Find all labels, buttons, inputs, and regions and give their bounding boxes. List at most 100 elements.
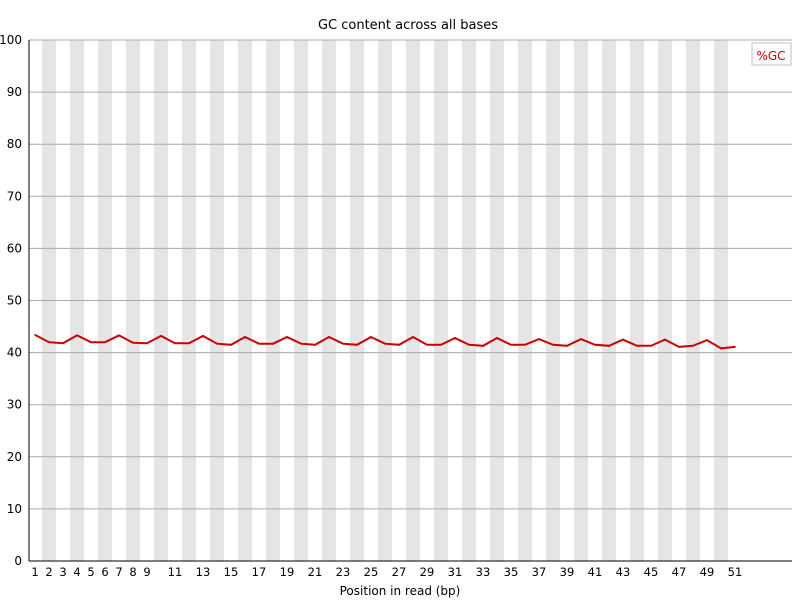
data-point: [328, 336, 330, 338]
data-point: [286, 336, 288, 338]
data-point: [216, 342, 218, 345]
x-tick-label: 13: [196, 565, 211, 579]
data-point: [412, 336, 414, 338]
y-tick-labels: 0 10 20 30 40 50 60 70 80 90 100: [0, 33, 22, 568]
y-tick-label: 70: [7, 189, 22, 203]
data-point: [580, 338, 582, 340]
data-point: [664, 338, 666, 341]
data-point: [76, 334, 78, 337]
x-tick-label: 27: [392, 565, 407, 579]
data-point: [622, 338, 624, 341]
x-tick-label: 17: [252, 565, 267, 579]
data-point: [188, 342, 190, 345]
data-point: [384, 342, 386, 345]
data-point: [342, 342, 344, 345]
x-tick-label: 39: [560, 565, 575, 579]
data-point: [482, 345, 484, 347]
data-point: [608, 345, 610, 347]
data-point: [160, 335, 162, 337]
x-tick-label: 49: [700, 565, 715, 579]
y-tick-label: 20: [7, 450, 22, 464]
series-layer: [34, 334, 736, 350]
data-point: [90, 341, 92, 344]
data-point: [692, 345, 694, 347]
x-tick-label: 1: [31, 565, 38, 579]
data-point: [202, 335, 204, 337]
x-tick-label: 5: [87, 565, 94, 579]
y-tick-label: 60: [7, 241, 22, 255]
data-point: [552, 344, 554, 346]
x-tick-label: 45: [644, 565, 659, 579]
data-point: [510, 344, 512, 346]
data-point: [272, 342, 274, 345]
x-tick-label: 21: [308, 565, 323, 579]
legend-box: [751, 42, 792, 66]
x-tick-label: 41: [588, 565, 603, 579]
data-point: [594, 344, 596, 346]
y-tick-label: 10: [7, 502, 22, 516]
horizontal-gridlines: [29, 39, 792, 510]
x-tick-label: 47: [672, 565, 687, 579]
data-point: [720, 347, 722, 350]
data-point: [468, 344, 470, 346]
data-point: [706, 339, 708, 341]
data-point: [48, 341, 50, 344]
data-point: [174, 342, 176, 345]
x-tick-label: 6: [101, 565, 108, 579]
data-point: [678, 346, 680, 348]
data-point: [300, 342, 302, 345]
x-tick-label: 23: [336, 565, 351, 579]
y-tick-label: 30: [7, 398, 22, 412]
x-tick-label: 43: [616, 565, 631, 579]
x-tick-label: 33: [476, 565, 491, 579]
x-tick-label: 35: [504, 565, 519, 579]
data-point: [146, 342, 148, 345]
data-point: [454, 337, 456, 339]
y-tick-label: 90: [7, 85, 22, 99]
x-tick-label: 8: [129, 565, 136, 579]
data-point: [524, 344, 526, 346]
data-point: [636, 345, 638, 347]
data-point: [426, 344, 428, 346]
axes: [28, 40, 792, 562]
x-tick-label: 7: [115, 565, 122, 579]
data-point: [314, 344, 316, 346]
x-tick-label: 9: [143, 565, 150, 579]
x-tick-label: 15: [224, 565, 239, 579]
y-tick-label: 50: [7, 294, 22, 308]
data-point: [440, 344, 442, 346]
legend: %GC: [751, 42, 792, 66]
data-point: [104, 341, 106, 344]
x-tick-label: 3: [59, 565, 66, 579]
x-tick-label: 31: [448, 565, 463, 579]
x-tick-label: 25: [364, 565, 379, 579]
data-point: [118, 334, 120, 337]
x-tick-label: 4: [73, 565, 80, 579]
data-point: [356, 344, 358, 346]
data-point: [258, 342, 260, 345]
x-tick-labels: 1 2 3 4 5 6 7 8 9 11 13 15 17 19 21 23 25 27 29 31 33 35 37 39 4…: [31, 565, 742, 579]
y-tick-label: 40: [7, 346, 22, 360]
y-tick-label: 0: [14, 554, 22, 568]
data-point: [230, 344, 232, 346]
data-point: [650, 345, 652, 347]
x-axis-label: Position in read (bp): [340, 584, 461, 598]
y-tick-label: 80: [7, 137, 22, 151]
data-point: [496, 337, 498, 339]
x-tick-label: 51: [728, 565, 743, 579]
x-tick-label: 11: [168, 565, 183, 579]
data-point: [734, 346, 736, 348]
x-tick-label: 29: [420, 565, 435, 579]
x-tick-label: 37: [532, 565, 547, 579]
legend-label-gc: %GC: [756, 49, 785, 63]
x-tick-label: 19: [280, 565, 295, 579]
data-point: [538, 338, 540, 340]
data-point: [132, 341, 134, 344]
data-point: [398, 344, 400, 346]
x-tick-label: 2: [45, 565, 52, 579]
data-point: [370, 336, 372, 338]
data-point: [62, 342, 64, 345]
y-tick-label: 100: [0, 33, 22, 47]
data-point: [566, 345, 568, 347]
